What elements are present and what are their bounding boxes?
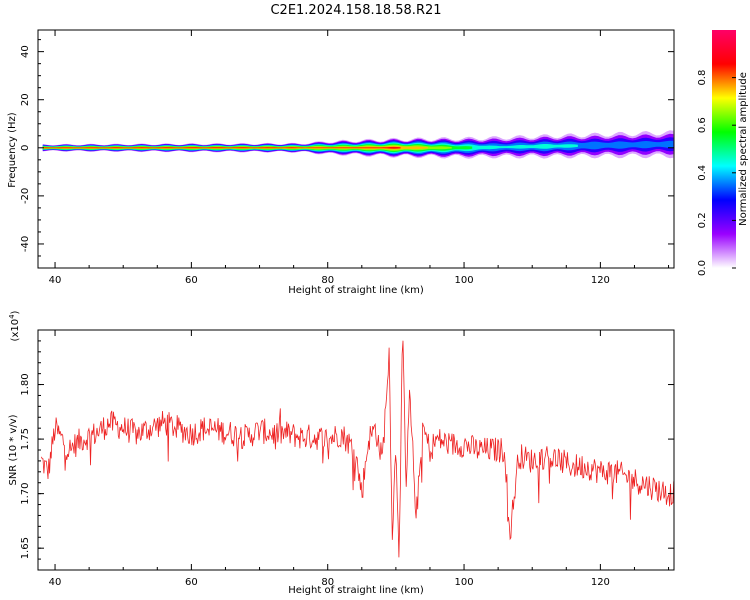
spectrogram-ticks: 40 60 80 100 120 -40 -20 0 20 40 bbox=[20, 30, 674, 286]
colorbar-label: Normalized spectral amplitude bbox=[738, 72, 749, 226]
colorbar-tick-label: 0.2 bbox=[697, 212, 708, 228]
x-tick-label: 100 bbox=[454, 275, 473, 286]
y-tick-label: 1.80 bbox=[20, 373, 31, 395]
snr-ylabel: SNR (10 * v/v) bbox=[8, 414, 19, 485]
snr-series-line bbox=[41, 340, 674, 558]
snr-ticks: 40 60 80 100 120 1.65 1.70 1.75 1.80 bbox=[20, 329, 674, 588]
x-tick-label: 60 bbox=[185, 275, 198, 286]
x-tick-label: 40 bbox=[49, 275, 62, 286]
spectrogram-ylabel: Frequency (Hz) bbox=[7, 112, 18, 188]
y-tick-label: -20 bbox=[20, 188, 31, 204]
colorbar-tick-label: 0.0 bbox=[697, 260, 708, 276]
x-tick-label: 120 bbox=[591, 577, 610, 588]
colorbar: 0.0 0.2 0.4 0.6 0.8 Normalized spectral ampl… bbox=[697, 30, 749, 276]
spectrogram-panel: 40 60 80 100 120 -40 -20 0 20 40 Height of straig… bbox=[7, 29, 675, 296]
colorbar-gradient bbox=[712, 30, 736, 268]
colorbar-tick-label: 0.4 bbox=[697, 165, 708, 181]
figure-title: C2E1.2024.158.18.58.R21 bbox=[270, 3, 441, 18]
x-tick-label: 80 bbox=[321, 577, 334, 588]
colorbar-tick-label: 0.8 bbox=[697, 70, 708, 86]
colorbar-ticks: 0.0 0.2 0.4 0.6 0.8 bbox=[697, 70, 736, 276]
snr-plot-area bbox=[38, 330, 674, 570]
y-tick-label: 0 bbox=[20, 145, 31, 151]
x-tick-label: 120 bbox=[591, 275, 610, 286]
spectrogram-xlabel: Height of straight line (km) bbox=[288, 285, 424, 296]
y-tick-label: 40 bbox=[20, 45, 31, 58]
band-level-8 bbox=[42, 146, 401, 149]
spectrogram-band bbox=[42, 130, 674, 159]
y-tick-label: 1.70 bbox=[20, 483, 31, 505]
spectrogram-frame bbox=[37, 29, 675, 269]
y-tick-label: -40 bbox=[20, 236, 31, 252]
x-tick-label: 60 bbox=[185, 577, 198, 588]
snr-panel: 40 60 80 100 120 1.65 1.70 1.75 1.80 Height of s… bbox=[8, 310, 675, 596]
x-tick-label: 40 bbox=[49, 577, 62, 588]
y-tick-label: 20 bbox=[20, 93, 31, 106]
x-tick-label: 80 bbox=[321, 275, 334, 286]
x-tick-label: 100 bbox=[454, 577, 473, 588]
snr-xlabel: Height of straight line (km) bbox=[288, 585, 424, 596]
snr-multiplier: (x104) bbox=[8, 310, 21, 341]
colorbar-tick-label: 0.6 bbox=[697, 117, 708, 133]
y-tick-label: 1.65 bbox=[20, 537, 31, 559]
y-tick-label: 1.75 bbox=[20, 428, 31, 450]
